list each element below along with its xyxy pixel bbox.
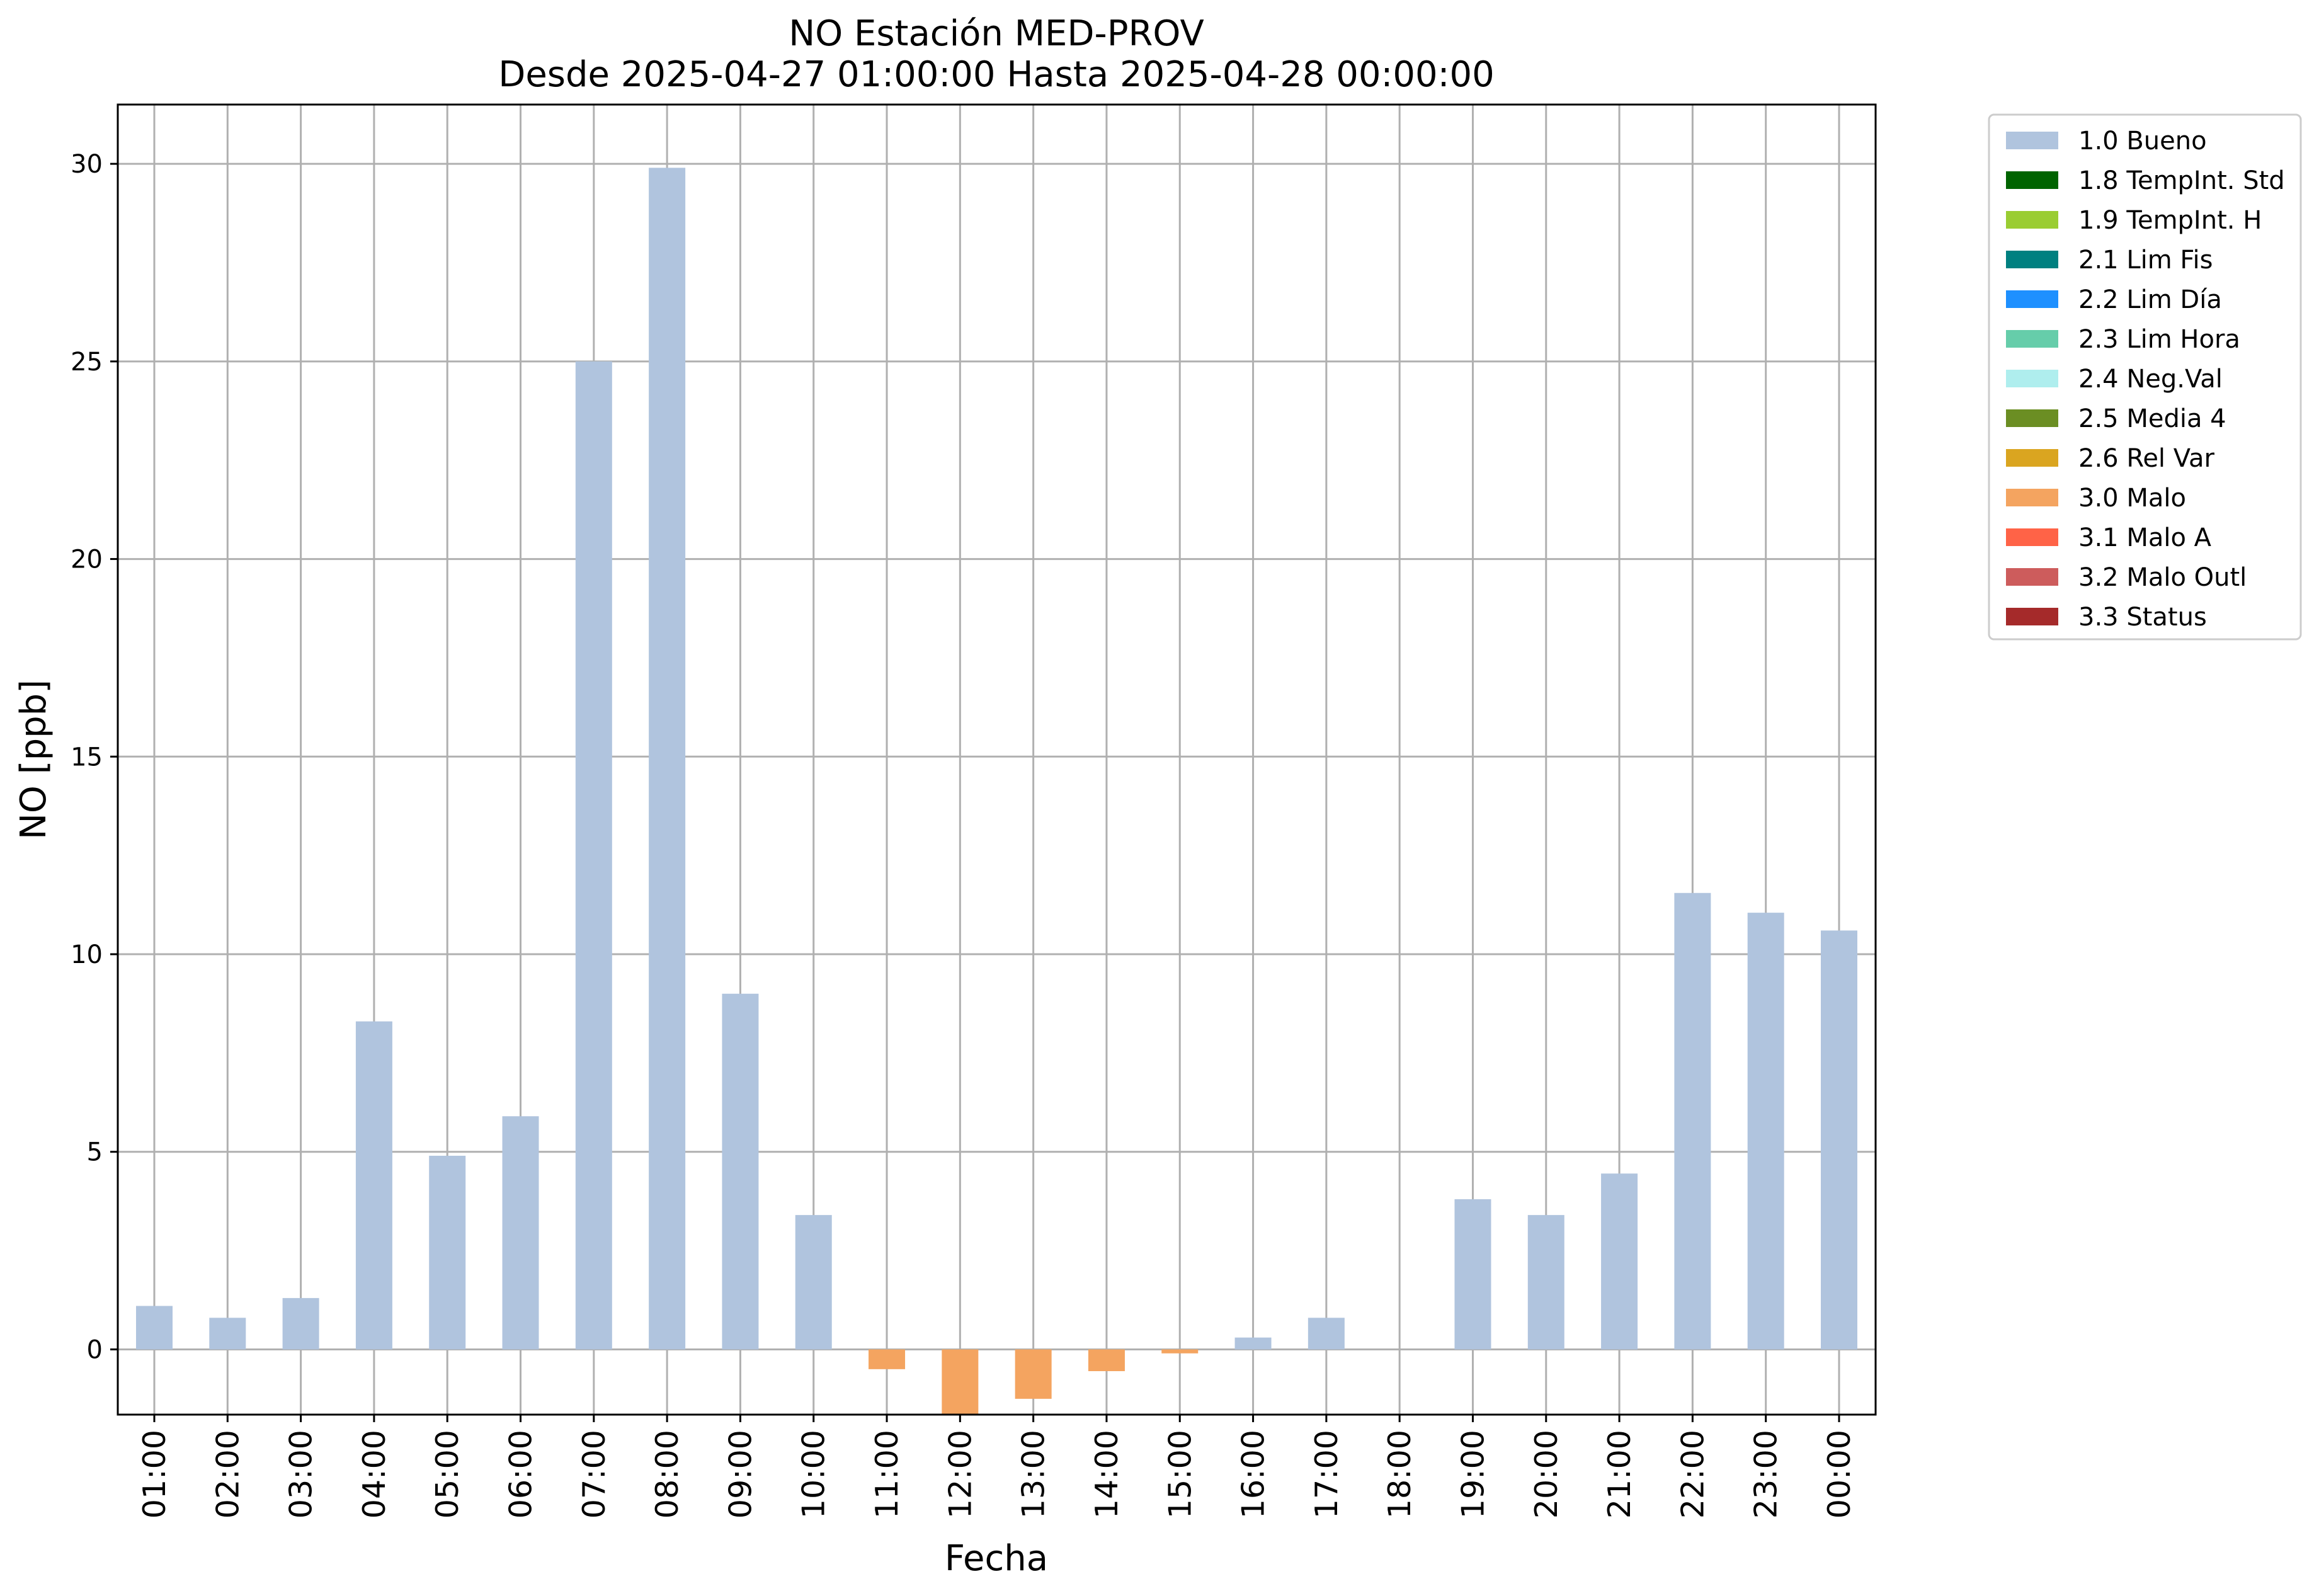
bar-0400	[355, 1021, 392, 1350]
legend-label: 2.1 Lim Fis	[2078, 246, 2213, 275]
legend-swatch	[2006, 211, 2058, 229]
bar-0100	[136, 1306, 173, 1350]
x-tick-label: 00:00	[1821, 1430, 1857, 1519]
x-axis-title: Fecha	[945, 1538, 1048, 1579]
x-tick-label: 22:00	[1675, 1430, 1711, 1519]
x-tick-label: 14:00	[1089, 1430, 1125, 1519]
x-tick-label: 13:00	[1016, 1430, 1052, 1519]
x-tick-label: 18:00	[1382, 1430, 1418, 1519]
legend-swatch	[2006, 251, 2058, 268]
legend-swatch	[2006, 409, 2058, 427]
y-tick-label: 30	[71, 150, 103, 179]
legend-frame	[1988, 113, 2302, 641]
legend-label: 2.2 Lim Día	[2078, 285, 2222, 314]
plot-frame	[117, 103, 1877, 1416]
chart-subtitle: Desde 2025-04-27 01:00:00 Hasta 2025-04-…	[498, 54, 1495, 95]
legend-label: 1.8 TempInt. Std	[2078, 166, 2285, 195]
x-tick-label: 15:00	[1162, 1430, 1198, 1519]
bar-0300	[282, 1297, 319, 1350]
legend-swatch	[2006, 608, 2058, 625]
legend-swatch	[2006, 568, 2058, 586]
x-tick-label: 19:00	[1455, 1430, 1491, 1519]
legend-label: 3.0 Malo	[2078, 484, 2186, 513]
x-tick-label: 20:00	[1529, 1430, 1564, 1519]
y-tick-label: 25	[71, 348, 103, 377]
legend-swatch	[2006, 290, 2058, 308]
bar-0000	[1821, 930, 1857, 1350]
bar-1900	[1454, 1199, 1491, 1350]
bar-2000	[1527, 1215, 1564, 1350]
legend-label: 2.3 Lim Hora	[2078, 325, 2240, 354]
legend-label: 3.1 Malo A	[2078, 523, 2212, 552]
x-tick-label: 17:00	[1309, 1430, 1345, 1519]
bar-1500	[1161, 1349, 1199, 1354]
bar-0900	[722, 993, 759, 1350]
bar-2300	[1747, 913, 1784, 1350]
x-tick-label: 05:00	[430, 1430, 465, 1519]
x-tick-label: 08:00	[649, 1430, 685, 1519]
legend-swatch	[2006, 132, 2058, 149]
legend-label: 3.3 Status	[2078, 603, 2207, 632]
bar-0200	[209, 1318, 246, 1350]
y-axis-title: NO [ppb]	[13, 680, 54, 840]
y-tick-label: 5	[87, 1138, 103, 1167]
bar-1400	[1088, 1349, 1125, 1371]
bar-2100	[1601, 1173, 1638, 1350]
x-tick-label: 07:00	[576, 1430, 612, 1519]
legend-label: 2.4 Neg.Val	[2078, 365, 2223, 394]
bar-0500	[429, 1156, 466, 1350]
x-tick-label: 12:00	[942, 1430, 978, 1519]
x-tick-label: 02:00	[210, 1430, 246, 1519]
x-tick-label: 11:00	[869, 1430, 905, 1519]
legend-swatch	[2006, 370, 2058, 387]
x-tick-label: 06:00	[503, 1430, 539, 1519]
x-tick-label: 01:00	[137, 1430, 173, 1519]
x-tick-label: 04:00	[356, 1430, 392, 1519]
bars	[136, 168, 1857, 1415]
bar-1600	[1234, 1337, 1272, 1350]
legend-swatch	[2006, 171, 2058, 189]
chart-title: NO Estación MED-PROV	[789, 13, 1204, 54]
legend-label: 1.9 TempInt. H	[2078, 206, 2262, 235]
x-tick-label: 10:00	[796, 1430, 832, 1519]
y-axis: 0 5 10 15 20 25 30	[71, 150, 118, 1364]
bar-0600	[502, 1116, 539, 1350]
bar-1100	[869, 1349, 906, 1369]
legend-label: 2.6 Rel Var	[2078, 444, 2215, 473]
legend: 1.0 Bueno 1.8 TempInt. Std 1.9 TempInt. H 2…	[1988, 113, 2302, 641]
x-tick-label: 09:00	[722, 1430, 758, 1519]
y-tick-label: 10	[71, 940, 103, 969]
y-tick-label: 15	[71, 743, 103, 772]
x-tick-label: 16:00	[1236, 1430, 1272, 1519]
x-tick-label: 03:00	[283, 1430, 319, 1519]
bar-1700	[1308, 1318, 1345, 1350]
x-axis: 01:00 02:00 03:00 04:00 05:00 06:00 07:00 08:00…	[137, 1415, 1857, 1519]
legend-swatch	[2006, 489, 2058, 506]
legend-swatch	[2006, 330, 2058, 348]
x-tick-label: 23:00	[1748, 1430, 1784, 1519]
bar-1200	[942, 1349, 979, 1415]
bar-0700	[575, 361, 612, 1350]
legend-label: 2.5 Media 4	[2078, 404, 2226, 433]
legend-label: 3.2 Malo Outl	[2078, 563, 2247, 592]
legend-swatch	[2006, 449, 2058, 467]
legend-label: 1.0 Bueno	[2078, 127, 2207, 156]
y-tick-label: 0	[87, 1335, 103, 1364]
bar-2200	[1674, 892, 1711, 1350]
legend-swatch	[2006, 528, 2058, 546]
bar-1300	[1015, 1349, 1052, 1399]
bar-0800	[649, 168, 686, 1350]
bar-1000	[795, 1215, 832, 1350]
y-tick-label: 20	[71, 545, 103, 574]
x-tick-label: 21:00	[1602, 1430, 1638, 1519]
